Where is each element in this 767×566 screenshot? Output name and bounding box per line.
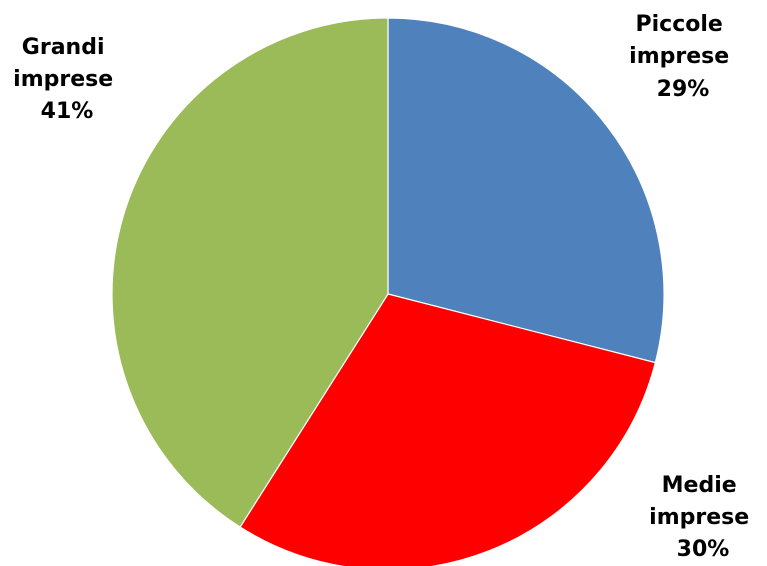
slice-label-piccole: Piccole imprese 29% xyxy=(629,12,737,102)
slice-label-piccole-percent: 29% xyxy=(657,77,710,102)
pie-slice-piccole xyxy=(387,17,665,364)
slice-label-medie-line2: imprese xyxy=(649,505,749,530)
slice-label-medie: Medie imprese 30% xyxy=(649,473,757,562)
slice-label-medie-line1: Medie xyxy=(662,473,737,498)
pie-slice-medie xyxy=(239,293,657,566)
pie-slice-grandi xyxy=(111,17,389,528)
slice-label-medie-percent: 30% xyxy=(677,537,730,562)
slice-label-grandi-percent: 41% xyxy=(41,99,94,124)
slice-label-grandi-line1: Grandi xyxy=(22,35,105,60)
slice-label-piccole-line1: Piccole xyxy=(636,12,723,37)
slice-label-piccole-line2: imprese xyxy=(629,44,729,69)
slice-label-grandi-line2: imprese xyxy=(13,67,113,92)
pie-slices xyxy=(111,17,665,566)
slice-label-grandi: Grandi imprese 41% xyxy=(13,35,121,124)
